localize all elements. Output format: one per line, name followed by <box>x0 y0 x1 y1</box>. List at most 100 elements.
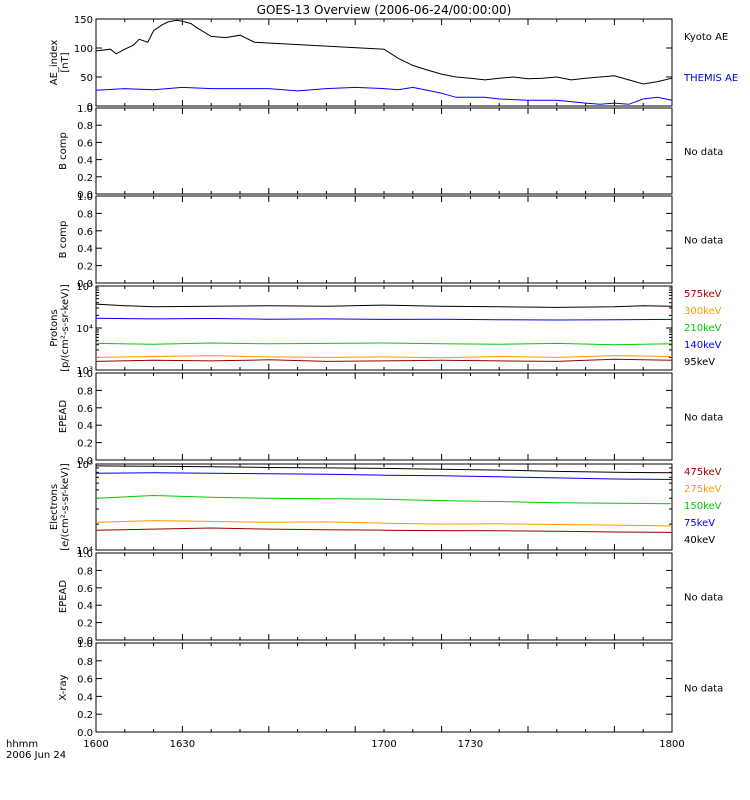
y-tick-label: 0.6 <box>77 138 93 149</box>
y-tick-label: 10⁵ <box>76 460 93 471</box>
y-tick-label: 1.0 <box>77 369 93 380</box>
x-tick-label: 1800 <box>659 739 684 750</box>
y-axis-label: AE_index <box>49 40 60 86</box>
y-tick-label: 0.0 <box>77 728 93 739</box>
y-tick-label: 10⁵ <box>76 282 93 293</box>
panel-frame <box>95 107 673 195</box>
y-tick-label: 1.0 <box>77 104 93 115</box>
y-tick-label: 10⁴ <box>76 324 93 335</box>
y-tick-label: 100 <box>74 44 93 55</box>
series-line-275kev <box>95 520 673 527</box>
panel-b-comp-2: 0.0 0.2 0.4 0.6 0.8 1.0 B comp No data <box>58 192 723 290</box>
series-line-140kev <box>95 317 673 321</box>
series-label: 275keV <box>684 484 722 495</box>
series-line-75kev <box>95 472 673 480</box>
series-label: No data <box>684 236 723 247</box>
panels: 0 50 100 150 AE_index [nT] Kyoto AE THEMIS AE 0.… <box>49 15 738 750</box>
series-label: 95keV <box>684 357 715 368</box>
y-axis-label: EPEAD <box>58 580 69 614</box>
x-tick-label: 1600 <box>83 739 108 750</box>
panel-ae: 0 50 100 150 AE_index [nT] Kyoto AE THEMIS AE <box>49 15 738 113</box>
y-tick-label: 10³ <box>76 366 93 377</box>
series-line-themis-ae <box>95 86 673 105</box>
panel-frame <box>95 372 673 461</box>
y-axis-label: [e/(cm²-s-sr-keV)] <box>60 463 71 551</box>
y-axis-label: Protons <box>49 309 60 346</box>
series-label: No data <box>684 413 723 424</box>
series-label: 150keV <box>684 501 722 512</box>
plot-title: GOES-13 Overview (2006-06-24/00:00:00) <box>257 3 512 17</box>
series-label: 210keV <box>684 323 722 334</box>
y-tick-label: 0.8 <box>77 121 93 132</box>
y-tick-label: 0.0 <box>77 279 93 290</box>
series-label: No data <box>684 593 723 604</box>
series-line-40kev <box>95 465 673 474</box>
footer-time-format: hhmm <box>6 739 38 750</box>
y-tick-label: 1.0 <box>77 639 93 650</box>
panel-x-ray: 0.0 0.2 0.4 0.6 0.8 1.0 X-ray No data <box>58 639 723 739</box>
y-tick-label: 0.2 <box>77 619 93 630</box>
y-tick-label: 0.4 <box>77 244 93 255</box>
x-tick-label: 1630 <box>170 739 195 750</box>
y-tick-label: 0.4 <box>77 692 93 703</box>
series-line-475kev <box>95 527 673 533</box>
series-label: Kyoto AE <box>684 32 728 43</box>
series-label: No data <box>684 147 723 158</box>
y-tick-label: 0.2 <box>77 439 93 450</box>
y-axis-label: [nT] <box>60 52 71 72</box>
panel-protons: 10³ 10⁴ 10⁵ Protons [p/(cm²-s-sr-keV)] 575keV… <box>49 282 722 377</box>
x-tick-label: 1730 <box>458 739 483 750</box>
panel-epead-1: 0.0 0.2 0.4 0.6 0.8 1.0 EPEAD No data <box>58 369 723 467</box>
y-tick-label: 0.6 <box>77 404 93 415</box>
panel-frame <box>95 18 673 107</box>
y-tick-label: 0.6 <box>77 675 93 686</box>
y-tick-label: 50 <box>80 73 93 84</box>
y-tick-label: 150 <box>74 15 93 26</box>
y-tick-label: 0.8 <box>77 657 93 668</box>
y-tick-label: 0.6 <box>77 227 93 238</box>
y-tick-label: 0.2 <box>77 262 93 273</box>
y-tick-label: 0.6 <box>77 584 93 595</box>
y-tick-label: 0.8 <box>77 566 93 577</box>
series-line-95kev <box>95 303 673 308</box>
panel-frame <box>95 195 673 284</box>
series-line-150kev <box>95 494 673 505</box>
y-axis-label: X-ray <box>58 674 69 700</box>
series-label: 40keV <box>684 535 715 546</box>
series-line-300kev <box>95 355 673 359</box>
y-axis-label: [p/(cm²-s-sr-keV)] <box>60 284 71 372</box>
y-tick-label: 0.4 <box>77 601 93 612</box>
y-axis-label: B comp <box>58 221 69 259</box>
series-line-kyoto-ae <box>95 19 673 85</box>
y-tick-label: 1.0 <box>77 549 93 560</box>
panel-frame <box>95 642 673 733</box>
series-label: No data <box>684 684 723 695</box>
series-label: 75keV <box>684 518 715 529</box>
y-tick-label: 0.2 <box>77 173 93 184</box>
y-axis-label: Electrons <box>49 484 60 530</box>
y-tick-label: 0.0 <box>77 456 93 467</box>
footer-date: 2006 Jun 24 <box>6 750 66 761</box>
y-tick-label: 0.4 <box>77 421 93 432</box>
y-tick-label: 0.2 <box>77 710 93 721</box>
y-tick-label: 0.8 <box>77 386 93 397</box>
panel-frame <box>95 552 673 641</box>
panel-epead-2: 0.0 0.2 0.4 0.6 0.8 1.0 EPEAD No data <box>58 549 723 647</box>
series-label: 475keV <box>684 467 722 478</box>
series-label: THEMIS AE <box>683 73 738 84</box>
panel-b-comp-1: 0.0 0.2 0.4 0.6 0.8 1.0 B comp No data <box>58 104 723 201</box>
series-label: 300keV <box>684 306 722 317</box>
x-tick-label: 1700 <box>371 739 396 750</box>
series-label: 575keV <box>684 289 722 300</box>
series-label: 140keV <box>684 340 722 351</box>
y-tick-label: 0.4 <box>77 156 93 167</box>
series-line-575kev <box>95 358 673 362</box>
y-tick-label: 0 <box>87 102 93 113</box>
series-line-210kev <box>95 342 673 346</box>
y-tick-label: 1.0 <box>77 192 93 203</box>
panel-electrons: 10⁴ 10⁵ Electrons [e/(cm²-s-sr-keV)] 475keV 2… <box>49 460 722 557</box>
y-tick-label: 0.8 <box>77 209 93 220</box>
y-axis-label: B comp <box>58 132 69 170</box>
panel-frame <box>95 463 673 551</box>
